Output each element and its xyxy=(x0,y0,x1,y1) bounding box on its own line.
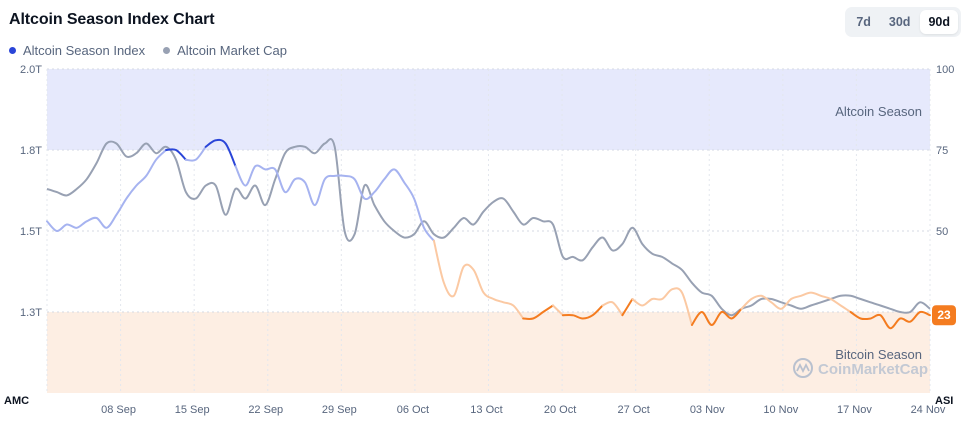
left-tick-label: 1.8T xyxy=(20,145,42,157)
x-tick-label: 20 Oct xyxy=(544,404,576,416)
range-7d-button[interactable]: 7d xyxy=(856,15,871,29)
asi-line-segment xyxy=(561,304,604,320)
legend-item-amc[interactable]: Altcoin Market Cap xyxy=(163,43,287,58)
asi-line-segment xyxy=(631,287,693,326)
altcoin-season-label: Altcoin Season xyxy=(835,104,922,119)
watermark-text: CoinMarketCap xyxy=(818,361,928,378)
legend-dot-asi xyxy=(9,47,16,54)
legend: Altcoin Season Index Altcoin Market Cap xyxy=(9,43,287,58)
x-tick-label: 10 Nov xyxy=(763,404,798,416)
coinmarketcap-watermark: CoinMarketCap xyxy=(793,358,928,378)
range-30d-button[interactable]: 30d xyxy=(888,15,911,29)
x-tick-label: 27 Oct xyxy=(617,404,649,416)
x-tick-label: 13 Oct xyxy=(470,404,502,416)
left-tick-label: 1.5T xyxy=(20,226,42,238)
left-tick-label: 1.3T xyxy=(20,307,42,319)
series-line-altcoin-market-cap xyxy=(46,138,931,317)
asi-line-segment xyxy=(522,304,554,320)
legend-label-amc: Altcoin Market Cap xyxy=(177,43,287,58)
series-line-altcoin-season-index xyxy=(46,138,931,330)
coinmarketcap-logo-icon xyxy=(793,358,813,378)
asi-line-segment xyxy=(621,298,634,317)
time-range-selector: 7d 30d 90d xyxy=(845,7,961,37)
right-tick-label: 75 xyxy=(936,145,948,157)
left-axis-ticks: 1.3T 1.5T 1.8T 2.0T xyxy=(20,64,42,319)
x-tick-label: 29 Sep xyxy=(322,404,357,416)
asi-line-segment xyxy=(552,304,564,317)
right-axis-label: ASI xyxy=(935,395,953,407)
legend-item-asi[interactable]: Altcoin Season Index xyxy=(9,43,145,58)
asi-line-segment xyxy=(432,239,525,320)
x-tick-label: 22 Sep xyxy=(248,404,283,416)
right-tick-label: 100 xyxy=(936,64,954,76)
asi-line-segment xyxy=(849,310,931,330)
right-tick-label: 50 xyxy=(936,226,948,238)
legend-dot-amc xyxy=(163,47,171,54)
right-axis-ticks: 25 50 75 100 xyxy=(936,64,954,319)
bitcoin-season-zone xyxy=(47,312,930,393)
asi-line-segment xyxy=(46,149,168,232)
current-value-badge: 23 xyxy=(932,305,956,326)
asi-line-segment xyxy=(165,148,187,161)
x-tick-label: 08 Sep xyxy=(101,404,136,416)
x-axis-ticks: 08 Sep 15 Sep 22 Sep 29 Sep 06 Oct 13 Oct 20 O… xyxy=(101,404,946,416)
legend-label-asi: Altcoin Season Index xyxy=(23,43,146,58)
asi-line-segment xyxy=(690,307,743,327)
range-90d-button[interactable]: 90d xyxy=(920,10,958,34)
current-value-badge-bg xyxy=(932,305,956,326)
right-tick-label: 25 xyxy=(936,307,948,319)
bitcoin-season-label: Bitcoin Season xyxy=(835,347,922,362)
current-value-text: 23 xyxy=(937,308,951,322)
x-tick-label: 06 Oct xyxy=(397,404,429,416)
x-tick-label: 15 Sep xyxy=(175,404,210,416)
asi-line-segment xyxy=(204,138,237,168)
left-axis-label: AMC xyxy=(4,395,29,407)
grid-lines xyxy=(46,68,931,393)
coinmarketcap-logo-wave xyxy=(796,362,810,374)
asi-line-segment xyxy=(234,164,435,242)
left-tick-label: 2.0T xyxy=(20,64,42,76)
x-tick-label: 17 Nov xyxy=(837,404,872,416)
chart-title: Altcoin Season Index Chart xyxy=(9,11,215,28)
asi-line-segment xyxy=(740,291,852,313)
x-tick-label: 24 Nov xyxy=(911,404,946,416)
x-tick-label: 03 Nov xyxy=(690,404,725,416)
asi-line-segment xyxy=(184,145,207,162)
asi-line-segment xyxy=(601,300,624,317)
altcoin-season-zone xyxy=(47,69,930,150)
